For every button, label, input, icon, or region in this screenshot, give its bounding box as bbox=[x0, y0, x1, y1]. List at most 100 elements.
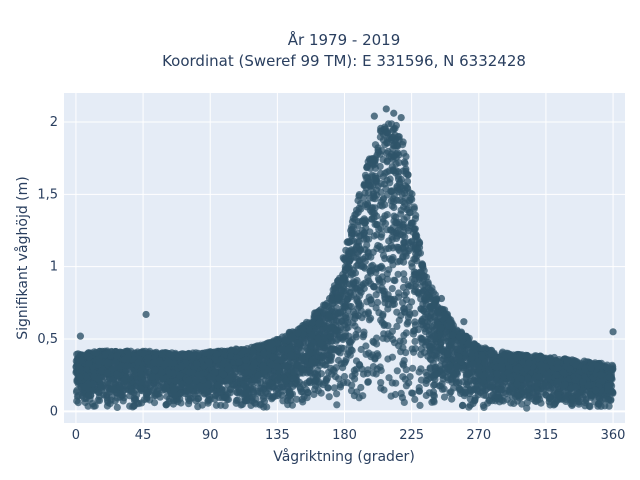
data-point bbox=[373, 221, 381, 229]
data-point bbox=[389, 297, 397, 305]
data-point bbox=[377, 316, 385, 324]
data-point bbox=[218, 394, 226, 402]
data-point bbox=[299, 369, 307, 377]
data-point bbox=[596, 395, 604, 403]
data-point bbox=[366, 228, 374, 236]
data-point bbox=[478, 353, 486, 361]
data-point bbox=[331, 287, 339, 295]
data-point bbox=[360, 284, 368, 293]
data-point bbox=[597, 371, 605, 379]
data-point bbox=[586, 403, 594, 411]
data-point bbox=[471, 394, 479, 402]
data-point bbox=[400, 276, 408, 284]
data-point bbox=[249, 348, 257, 356]
data-point bbox=[393, 232, 401, 240]
data-point bbox=[539, 381, 547, 389]
data-point bbox=[401, 308, 409, 316]
data-point bbox=[387, 256, 395, 264]
data-point bbox=[430, 392, 438, 400]
data-point bbox=[330, 367, 338, 375]
data-point bbox=[360, 219, 368, 227]
data-point bbox=[269, 394, 277, 402]
data-point bbox=[410, 326, 419, 334]
data-point bbox=[380, 194, 388, 203]
data-point bbox=[437, 338, 445, 346]
data-point bbox=[354, 326, 362, 334]
data-point bbox=[376, 242, 384, 251]
data-point bbox=[376, 278, 384, 286]
data-point bbox=[377, 366, 385, 375]
data-point bbox=[293, 380, 301, 388]
data-point bbox=[338, 287, 346, 295]
data-point bbox=[273, 363, 281, 371]
data-point bbox=[371, 354, 379, 362]
data-point bbox=[72, 388, 81, 396]
data-point bbox=[394, 270, 402, 278]
data-point bbox=[364, 378, 372, 386]
data-point bbox=[399, 360, 407, 368]
data-point bbox=[320, 318, 328, 326]
data-point bbox=[386, 332, 394, 340]
data-point bbox=[537, 361, 545, 369]
data-point bbox=[497, 379, 505, 387]
data-point bbox=[411, 345, 419, 353]
data-point bbox=[278, 387, 287, 395]
data-point bbox=[137, 379, 145, 387]
data-point bbox=[393, 322, 401, 330]
data-point bbox=[221, 402, 229, 410]
data-point bbox=[369, 363, 377, 371]
data-point bbox=[359, 255, 367, 263]
data-point bbox=[388, 285, 396, 293]
data-point bbox=[580, 357, 588, 365]
data-point bbox=[340, 379, 348, 387]
data-point bbox=[523, 404, 531, 412]
data-point bbox=[372, 370, 380, 378]
data-point bbox=[395, 133, 403, 141]
data-point bbox=[399, 283, 407, 292]
data-point bbox=[159, 375, 167, 383]
data-point bbox=[507, 357, 515, 365]
data-point bbox=[333, 401, 341, 409]
data-point bbox=[166, 369, 174, 377]
data-point bbox=[415, 384, 423, 392]
data-point bbox=[289, 375, 297, 383]
data-point bbox=[430, 313, 438, 321]
data-point bbox=[401, 375, 409, 383]
data-point bbox=[345, 302, 353, 310]
data-point bbox=[360, 229, 369, 237]
data-point bbox=[192, 377, 200, 385]
data-point bbox=[270, 383, 278, 391]
data-point bbox=[303, 379, 311, 387]
data-point bbox=[518, 400, 526, 408]
data-point bbox=[408, 237, 416, 245]
data-point bbox=[314, 387, 322, 395]
data-point bbox=[348, 381, 356, 389]
data-point bbox=[383, 270, 391, 278]
data-point bbox=[411, 337, 419, 345]
data-point bbox=[198, 401, 206, 409]
data-point bbox=[322, 377, 330, 385]
data-point bbox=[352, 254, 360, 262]
data-point bbox=[355, 191, 363, 199]
data-point bbox=[362, 350, 370, 358]
data-point bbox=[73, 397, 81, 405]
data-point bbox=[390, 212, 398, 220]
data-point bbox=[399, 222, 407, 230]
data-point bbox=[380, 290, 388, 298]
data-point bbox=[444, 350, 452, 358]
data-point bbox=[400, 158, 409, 166]
data-point bbox=[379, 310, 387, 318]
data-point bbox=[455, 353, 463, 361]
data-point bbox=[225, 375, 233, 383]
data-point bbox=[459, 378, 467, 386]
data-point bbox=[419, 282, 427, 290]
data-point bbox=[401, 233, 409, 241]
data-point bbox=[412, 280, 420, 288]
data-point bbox=[107, 396, 115, 404]
data-point bbox=[390, 203, 398, 212]
data-point bbox=[415, 238, 423, 246]
data-point bbox=[400, 331, 408, 339]
data-point bbox=[290, 368, 298, 376]
data-point bbox=[417, 376, 425, 384]
data-point bbox=[345, 249, 353, 257]
